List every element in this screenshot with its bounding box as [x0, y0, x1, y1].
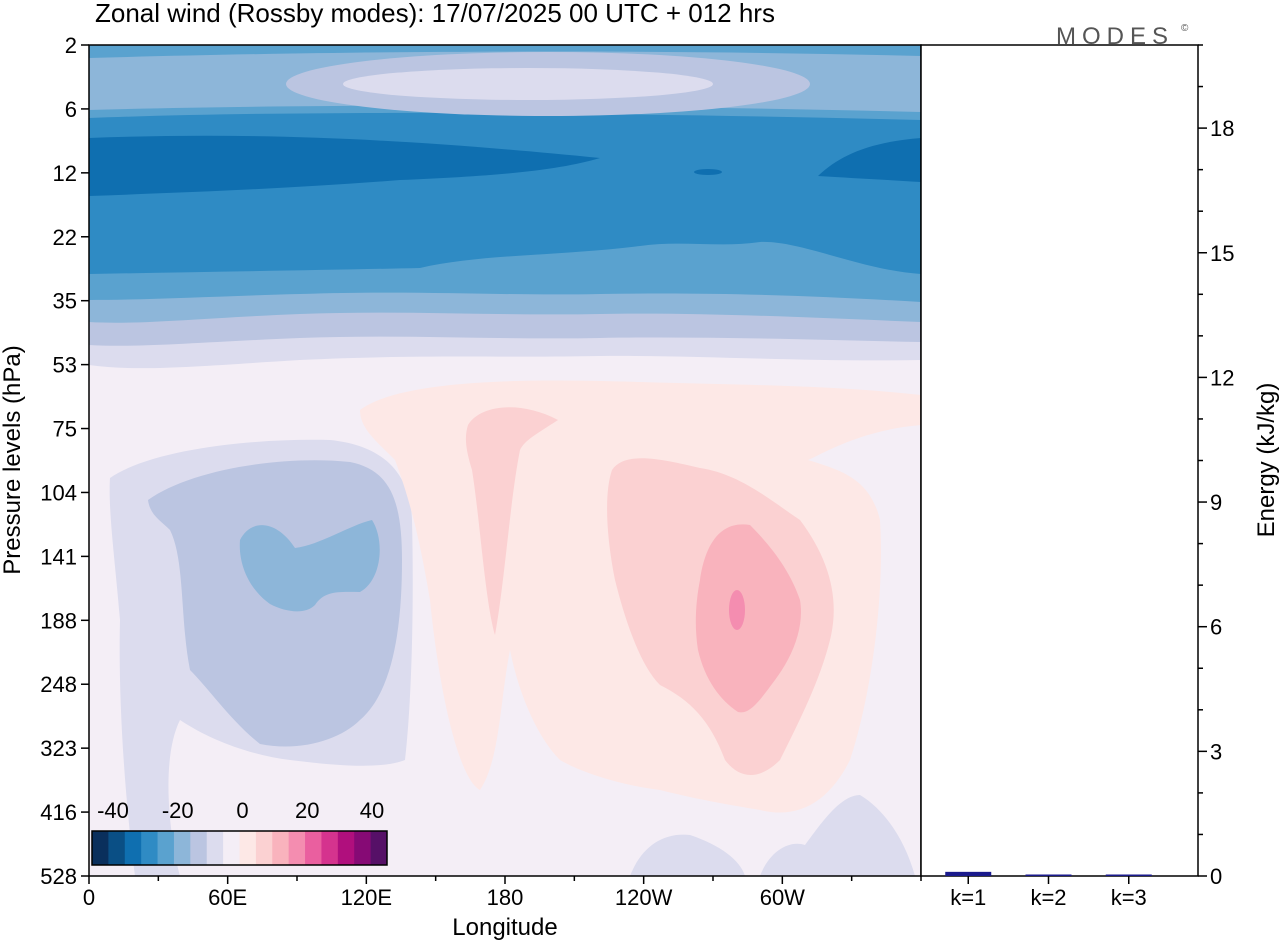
- colorbar-swatch: [124, 831, 142, 865]
- wavenumber-tick-label: k=2: [1030, 885, 1066, 910]
- contour-cell-strong: [694, 169, 722, 175]
- colorbar-label: -20: [162, 798, 194, 823]
- colorbar-swatch: [108, 831, 126, 865]
- energy-bars: [945, 871, 1152, 876]
- contour-pos-cell-inner: [695, 524, 801, 713]
- colorbar-swatch: [354, 831, 372, 865]
- logo-mark: ©: [1181, 23, 1189, 34]
- colorbar-swatch: [190, 831, 208, 865]
- colorbar-swatch: [255, 831, 273, 865]
- longitude-tick-label: 60W: [760, 885, 805, 910]
- contour-upper-cell-neg6: [343, 68, 713, 100]
- colorbar-label: -40: [97, 798, 129, 823]
- longitude-tick-label: 180: [487, 885, 524, 910]
- colorbar-swatch: [173, 831, 191, 865]
- contour-neg-patch-1: [630, 834, 745, 876]
- wavenumber-axis: k=1 k=2 k=3: [950, 876, 1147, 910]
- x-axis-label: Longitude: [452, 914, 557, 941]
- pressure-tick-label: 75: [53, 417, 77, 442]
- colorbar-label: 0: [236, 798, 248, 823]
- colorbar-swatch: [223, 831, 240, 865]
- energy-panel-frame: [920, 44, 1199, 877]
- pressure-tick-label: 53: [53, 353, 77, 378]
- longitude-tick-label: 60E: [208, 885, 247, 910]
- colorbar-swatch: [288, 831, 306, 865]
- wavenumber-tick-label: k=3: [1111, 885, 1147, 910]
- contour-band-strong-east: [818, 138, 921, 182]
- colorbar-swatch: [239, 831, 257, 865]
- pressure-tick-label: 323: [40, 736, 77, 761]
- colorbar-swatch: [370, 831, 388, 865]
- contour-band-strong: [89, 135, 600, 196]
- energy-axis-label: Energy (kJ/kg): [1253, 383, 1280, 538]
- colorbar-swatch: [206, 831, 224, 865]
- pressure-tick-label: 12: [53, 161, 77, 186]
- colorbar-labels: -40 -20 0 20 40: [97, 798, 384, 823]
- colorbar-label: 20: [295, 798, 319, 823]
- colorbar-swatch: [272, 831, 290, 865]
- energy-axis: 0 3 6 9 12 15 18: [1198, 44, 1234, 889]
- pressure-tick-label: 6: [65, 97, 77, 122]
- pressure-tick-label: 35: [53, 289, 77, 314]
- colorbar-swatch: [321, 831, 339, 865]
- pressure-tick-label: 248: [40, 672, 77, 697]
- longitude-axis: 0 60E 120E 180 120W 60W: [83, 876, 922, 910]
- contour-field: [89, 45, 921, 876]
- contour-pos-core: [729, 590, 745, 630]
- colorbar-label: 40: [360, 798, 384, 823]
- energy-tick-label: 3: [1210, 739, 1222, 764]
- colorbar-swatch: [305, 831, 322, 865]
- pressure-tick-label: 2: [65, 33, 77, 58]
- pressure-axis: 2 6 12 22 35 53 75 104 141 188 248 323 416 528: [40, 33, 89, 889]
- longitude-tick-label: 0: [83, 885, 95, 910]
- longitude-tick-label: 120E: [341, 885, 392, 910]
- wavenumber-tick-label: k=1: [950, 885, 986, 910]
- pressure-tick-label: 22: [53, 225, 77, 250]
- energy-tick-label: 18: [1210, 116, 1234, 141]
- energy-bar: [1025, 874, 1072, 876]
- y-axis-label: Pressure levels (hPa): [0, 345, 26, 574]
- pressure-tick-label: 188: [40, 608, 77, 633]
- energy-tick-label: 15: [1210, 241, 1234, 266]
- colorbar-swatch: [92, 831, 109, 865]
- energy-tick-label: 9: [1210, 490, 1222, 515]
- colorbar-frame: [91, 830, 388, 866]
- colorbar-swatch: [141, 831, 159, 865]
- pressure-tick-label: 416: [40, 800, 77, 825]
- pressure-tick-label: 528: [40, 864, 77, 889]
- energy-tick-label: 6: [1210, 615, 1222, 640]
- longitude-tick-label: 120W: [615, 885, 673, 910]
- contour-neg-cell-inner: [239, 520, 380, 612]
- energy-bar: [945, 871, 992, 876]
- pressure-tick-label: 104: [40, 480, 77, 505]
- colorbar-swatch: [157, 831, 175, 865]
- colorbar: [91, 830, 388, 866]
- energy-bar: [1105, 874, 1152, 876]
- chart-title: Zonal wind (Rossby modes): 17/07/2025 00…: [95, 0, 775, 28]
- colorbar-swatch: [337, 831, 355, 865]
- energy-tick-label: 0: [1210, 864, 1222, 889]
- pressure-tick-label: 141: [40, 544, 77, 569]
- energy-tick-label: 12: [1210, 365, 1234, 390]
- contour-pos-tongue: [465, 407, 558, 635]
- contour-neg-patch-2: [760, 795, 915, 876]
